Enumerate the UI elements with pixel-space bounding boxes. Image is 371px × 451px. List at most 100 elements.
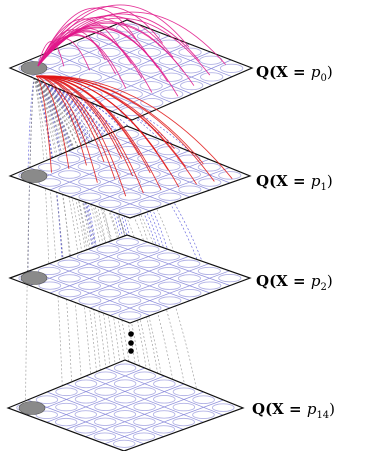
cell-circle bbox=[192, 395, 215, 404]
cell-circle bbox=[58, 64, 82, 74]
cell-circle bbox=[118, 206, 142, 215]
cell-circle bbox=[158, 177, 182, 187]
cell-circle bbox=[96, 245, 120, 254]
cell-circle bbox=[74, 379, 98, 389]
cell-circle bbox=[54, 417, 78, 427]
anchor-ellipse bbox=[20, 271, 48, 285]
plane-label-p1: Q(X = p1) bbox=[256, 172, 333, 193]
dashed-arc bbox=[33, 77, 74, 413]
cell-circle bbox=[116, 252, 140, 261]
cell-circle bbox=[152, 410, 176, 419]
cell-circle bbox=[78, 177, 101, 187]
plane-label-p14: Q(X = p14) bbox=[252, 400, 335, 421]
dashed-arc bbox=[33, 77, 102, 432]
cell-circle bbox=[218, 171, 242, 180]
cell-circle bbox=[98, 199, 122, 208]
cell-circle bbox=[153, 379, 176, 389]
cell-circle bbox=[74, 394, 98, 404]
arcs-p1 bbox=[35, 75, 233, 197]
arc bbox=[35, 75, 105, 163]
cell-circle bbox=[211, 403, 235, 412]
cell-circle bbox=[38, 281, 62, 290]
cell-circle bbox=[139, 81, 163, 91]
cell-circle bbox=[97, 47, 121, 57]
ellipsis-dot bbox=[128, 331, 134, 337]
anchor-ellipse bbox=[20, 169, 48, 183]
cell-circle bbox=[97, 169, 121, 179]
cell-circle bbox=[158, 296, 182, 305]
cell-circle bbox=[157, 267, 181, 276]
cell-circle bbox=[78, 55, 102, 66]
cell-circle bbox=[118, 177, 141, 186]
cell-circle bbox=[37, 266, 61, 276]
cell-circle bbox=[38, 178, 62, 187]
cell-circle bbox=[192, 410, 215, 420]
cell-circle bbox=[113, 394, 137, 404]
arc bbox=[35, 75, 215, 182]
arc bbox=[35, 75, 162, 191]
cell-circle bbox=[77, 267, 101, 276]
cell-circle bbox=[98, 184, 122, 194]
ellipsis-dot bbox=[128, 348, 134, 354]
plane-surface bbox=[10, 126, 250, 218]
cell-circle bbox=[158, 192, 182, 201]
arc bbox=[35, 75, 127, 197]
arc-connections bbox=[35, 4, 233, 197]
cell-circle bbox=[160, 89, 184, 99]
cell-circle bbox=[133, 402, 156, 412]
cell-circle bbox=[116, 23, 140, 33]
arc bbox=[37, 6, 164, 67]
cell-circle bbox=[113, 363, 137, 373]
cell-circle bbox=[136, 245, 160, 254]
cell-circle bbox=[77, 39, 101, 49]
dashed-arc bbox=[33, 77, 65, 285]
arcs-p0 bbox=[37, 4, 227, 97]
plane-p2 bbox=[8, 234, 252, 324]
cell-circle bbox=[172, 417, 195, 427]
arc bbox=[35, 75, 52, 173]
cell-circle bbox=[94, 402, 117, 412]
cell-circle bbox=[78, 192, 102, 201]
cell-circle bbox=[172, 402, 196, 412]
dashed-arc bbox=[25, 77, 35, 410]
dashed-arc bbox=[33, 77, 71, 265]
cell-circle bbox=[172, 387, 196, 397]
arc bbox=[35, 75, 186, 168]
plane-outline bbox=[6, 359, 245, 451]
cell-circle bbox=[133, 387, 156, 396]
dashed-arc bbox=[33, 77, 64, 421]
cell-circle bbox=[153, 394, 176, 404]
cell-circle bbox=[158, 55, 182, 66]
cell-circle bbox=[113, 439, 136, 448]
dashed-arc bbox=[33, 77, 122, 417]
dashed-arc bbox=[33, 77, 50, 273]
plane-surface bbox=[8, 360, 243, 451]
cell-circle bbox=[116, 129, 139, 139]
cell-circle bbox=[117, 267, 141, 276]
cell-circle bbox=[133, 417, 156, 426]
cell-circle bbox=[138, 64, 163, 74]
cell-circle bbox=[138, 199, 162, 208]
arc bbox=[35, 75, 122, 159]
dashed-arc bbox=[33, 77, 151, 395]
cell-circle bbox=[117, 161, 141, 171]
arc bbox=[37, 17, 211, 76]
cell-circle bbox=[38, 55, 61, 65]
dashed-arc bbox=[33, 77, 132, 410]
grid-line bbox=[104, 399, 224, 445]
arc bbox=[37, 35, 127, 89]
cell-circle bbox=[118, 56, 142, 66]
cell-circle bbox=[118, 311, 142, 320]
cell-circle bbox=[74, 425, 97, 434]
cell-circle bbox=[118, 281, 141, 290]
arc bbox=[37, 7, 137, 67]
cell-circle bbox=[158, 281, 182, 290]
arc bbox=[35, 75, 98, 183]
plane-outline bbox=[8, 125, 252, 219]
cell-circle bbox=[58, 288, 82, 298]
cell-circle bbox=[118, 192, 142, 201]
arc bbox=[37, 26, 169, 83]
cell-circle bbox=[178, 288, 202, 298]
cell-circle bbox=[138, 303, 162, 313]
